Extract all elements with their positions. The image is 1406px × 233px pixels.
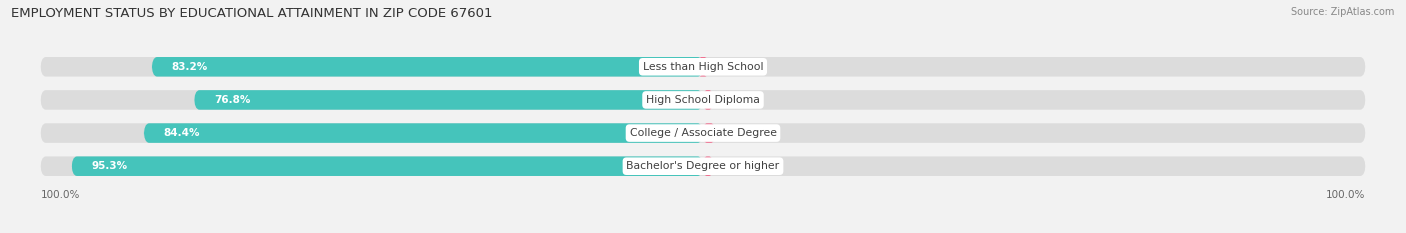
FancyBboxPatch shape [703,156,713,176]
FancyBboxPatch shape [41,90,1365,110]
Text: 0.0%: 0.0% [716,62,742,72]
Text: 0.6%: 0.6% [728,128,755,138]
Text: Less than High School: Less than High School [643,62,763,72]
FancyBboxPatch shape [194,90,703,110]
Text: EMPLOYMENT STATUS BY EDUCATIONAL ATTAINMENT IN ZIP CODE 67601: EMPLOYMENT STATUS BY EDUCATIONAL ATTAINM… [11,7,492,20]
FancyBboxPatch shape [72,156,703,176]
FancyBboxPatch shape [41,156,1365,176]
FancyBboxPatch shape [699,57,707,77]
Text: 100.0%: 100.0% [1326,190,1365,200]
Text: Bachelor's Degree or higher: Bachelor's Degree or higher [627,161,779,171]
Text: 95.3%: 95.3% [91,161,128,171]
Text: 83.2%: 83.2% [172,62,208,72]
FancyBboxPatch shape [152,57,703,77]
FancyBboxPatch shape [703,90,713,110]
Text: 0.5%: 0.5% [725,161,752,171]
Text: 100.0%: 100.0% [41,190,80,200]
Text: 0.5%: 0.5% [725,95,752,105]
Text: College / Associate Degree: College / Associate Degree [630,128,776,138]
Text: 84.4%: 84.4% [163,128,200,138]
FancyBboxPatch shape [143,123,703,143]
FancyBboxPatch shape [41,123,1365,143]
FancyBboxPatch shape [41,57,1365,77]
Text: Source: ZipAtlas.com: Source: ZipAtlas.com [1291,7,1395,17]
FancyBboxPatch shape [703,123,716,143]
Text: High School Diploma: High School Diploma [647,95,759,105]
Text: 76.8%: 76.8% [214,95,250,105]
